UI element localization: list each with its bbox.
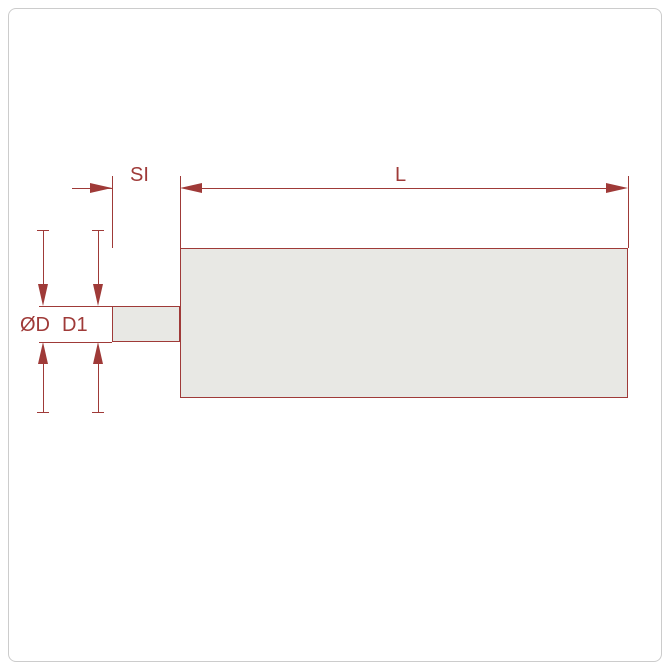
d-tick — [37, 412, 49, 413]
arrow-down — [93, 284, 103, 306]
label-l: L — [395, 164, 406, 187]
arrow-down — [38, 284, 48, 306]
arrow-up — [93, 342, 103, 364]
label-si: SI — [130, 164, 149, 187]
d1-tick — [92, 230, 104, 231]
part-body — [180, 248, 628, 398]
d1-leader-top — [98, 230, 99, 284]
arrow-left — [180, 183, 202, 193]
d1-tick — [92, 412, 104, 413]
arrow-right — [606, 183, 628, 193]
arrow-right — [90, 183, 112, 193]
d-tick — [37, 230, 49, 231]
arrow-up — [38, 342, 48, 364]
label-d1: D1 — [62, 314, 88, 337]
part-stub — [112, 306, 180, 342]
d-leader-bot — [43, 364, 44, 412]
d-leader-top — [43, 230, 44, 284]
label-d: ØD — [20, 314, 50, 337]
l-dim-line — [202, 188, 606, 189]
d1-leader-bot — [98, 364, 99, 412]
